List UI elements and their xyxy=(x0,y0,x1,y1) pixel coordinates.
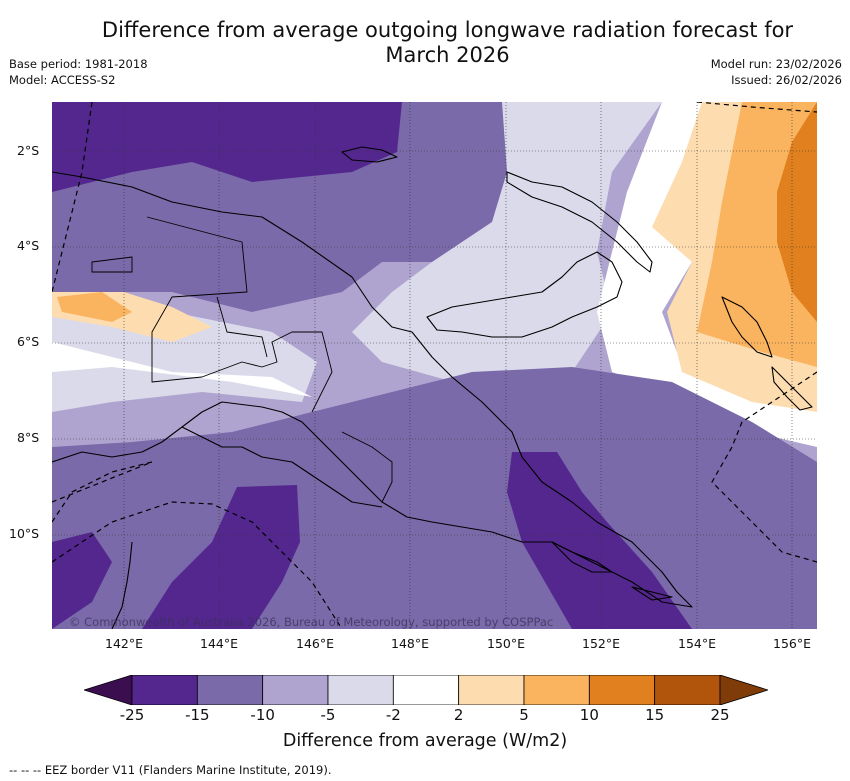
lat-label-8s: 8°S xyxy=(17,430,40,445)
colorbar-box xyxy=(327,675,394,705)
colorbar-tick-label: -15 xyxy=(185,706,210,724)
coast-bougainville xyxy=(721,296,773,358)
colorbar-tick-label: 15 xyxy=(645,706,665,724)
zone-neutral xyxy=(52,102,817,447)
colorbar-box xyxy=(196,675,264,705)
lat-label-4s: 4°S xyxy=(17,238,40,253)
lat-label-2s: 2°S xyxy=(17,143,40,158)
lat-label-6s: 6°S xyxy=(17,334,40,349)
province-borders xyxy=(91,216,393,503)
lon-label-142e: 142°E xyxy=(104,636,144,651)
colorbar-tick-label: -10 xyxy=(250,706,275,724)
colorbar-box xyxy=(523,675,590,705)
title-line-2: March 2026 xyxy=(385,43,510,67)
colorbar-tick-label: 5 xyxy=(519,706,529,724)
model-name: Model: ACCESS-S2 xyxy=(9,73,116,87)
eez-borders xyxy=(52,102,817,629)
eez-footnote: -- -- -- EEZ border V11 (Flanders Marine… xyxy=(9,763,332,777)
coast-manus xyxy=(341,146,398,163)
zone-minus2-to-minus5 xyxy=(52,102,662,412)
zone-plus5-to-plus10 xyxy=(57,102,817,367)
zone-plus10-to-plus15 xyxy=(777,102,817,322)
zone-minus10-to-minus15-sw xyxy=(52,532,112,629)
graticule xyxy=(52,102,817,629)
coast-new-guinea xyxy=(52,171,693,608)
coast-gulf xyxy=(181,426,383,508)
model-run: Model run: 23/02/2026 xyxy=(710,57,842,71)
coast-cape-york xyxy=(111,541,133,629)
meta-right: Model run: 23/02/2026 Issued: 26/02/2026 xyxy=(711,56,842,88)
colorbar xyxy=(84,675,768,705)
lon-label-150e: 150°E xyxy=(486,636,526,651)
zone-minus10-to-minus15-se xyxy=(507,452,692,629)
map-title: Difference from average outgoing longwav… xyxy=(60,18,835,68)
colorbar-box xyxy=(131,675,198,705)
colorbar-tick-label: -2 xyxy=(385,706,401,724)
lon-label-152e: 152°E xyxy=(581,636,621,651)
colorbar-tick-label: 2 xyxy=(453,706,464,724)
lon-label-156e: 156°E xyxy=(772,636,812,651)
lon-label-154e: 154°E xyxy=(677,636,717,651)
issued-date: Issued: 26/02/2026 xyxy=(731,73,842,87)
olr-anomaly-map: © Commonwealth of Australia 2026, Bureau… xyxy=(52,102,817,629)
colorbar-box xyxy=(654,675,721,705)
lat-label-10s: 10°S xyxy=(9,526,40,541)
lon-label-148e: 148°E xyxy=(390,636,430,651)
coast-new-britain xyxy=(426,251,623,338)
colorbar-tick-label: 25 xyxy=(710,706,730,724)
base-period: Base period: 1981-2018 xyxy=(9,57,148,71)
coast-solomons xyxy=(771,366,813,411)
colorbar-extend-low xyxy=(84,675,133,705)
colorbar-box xyxy=(588,675,656,705)
colorbar-title: Difference from average (W/m2) xyxy=(282,731,568,751)
colorbar-extend-high xyxy=(719,675,768,705)
colorbar-box xyxy=(392,675,460,705)
colorbar-box xyxy=(262,675,329,705)
colorbar-tick-label: -5 xyxy=(320,706,336,724)
map-credit: © Commonwealth of Australia 2026, Bureau… xyxy=(69,615,553,629)
zone-minus10-to-minus15-nw xyxy=(52,102,402,192)
zone-minus10-to-minus15-south xyxy=(142,485,300,629)
coastlines xyxy=(52,146,813,629)
lon-label-146e: 146°E xyxy=(295,636,335,651)
title-line-1: Difference from average outgoing longwav… xyxy=(101,18,794,42)
colorbar-box xyxy=(458,675,525,705)
coast-new-ireland xyxy=(506,171,653,273)
lon-label-144e: 144°E xyxy=(199,636,239,651)
colorbar-tick-label: -25 xyxy=(119,706,145,724)
coast-louisiade xyxy=(551,541,673,601)
colorbar-tick-label: 10 xyxy=(579,706,599,724)
meta-left: Base period: 1981-2018 Model: ACCESS-S2 xyxy=(9,56,148,88)
